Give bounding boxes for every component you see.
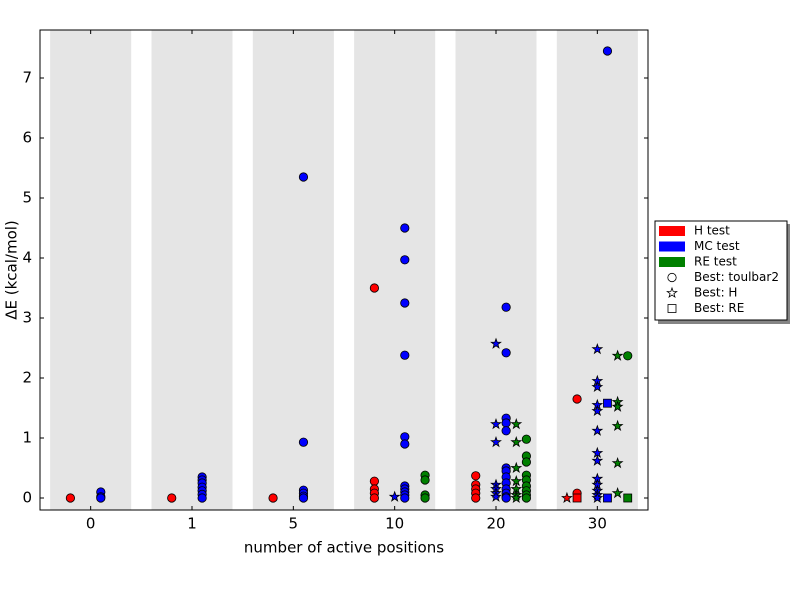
data-point [420, 493, 430, 503]
data-point [65, 493, 76, 503]
y-tick-label: 4 [22, 249, 32, 267]
data-point [510, 417, 523, 430]
data-point [501, 493, 511, 503]
data-point [471, 493, 481, 503]
data-point [400, 223, 410, 233]
data-point [591, 454, 604, 466]
y-tick-label: 3 [22, 309, 32, 327]
y-tick-label: 0 [22, 489, 32, 507]
data-point [623, 493, 633, 503]
data-point [572, 493, 582, 503]
data-point [603, 398, 612, 408]
legend-label: MC test [694, 239, 740, 253]
plot-area [50, 30, 638, 510]
x-tick-label: 0 [86, 515, 96, 533]
y-tick-label: 1 [22, 429, 32, 447]
data-point [369, 493, 379, 503]
data-point [369, 283, 379, 293]
data-point [623, 351, 633, 361]
category-band [354, 30, 436, 510]
data-point [298, 493, 309, 503]
y-tick-label: 5 [22, 189, 32, 207]
data-point [521, 493, 532, 503]
legend-box [654, 220, 788, 321]
data-point [501, 302, 511, 312]
data-point [510, 491, 523, 504]
data-point [167, 493, 177, 503]
data-point [611, 400, 624, 412]
data-point [400, 350, 410, 360]
data-point [96, 493, 106, 503]
data-point [197, 493, 207, 503]
data-point [591, 404, 604, 417]
data-point [400, 255, 410, 265]
category-band [252, 30, 334, 510]
data-point [591, 380, 604, 393]
x-tick-label: 5 [289, 515, 299, 533]
legend-label: H test [694, 224, 730, 238]
legend-marker [667, 304, 677, 313]
legend-label: Best: RE [694, 301, 744, 315]
data-point [471, 471, 481, 481]
axes-frame [39, 29, 649, 511]
x-tick-label: 1 [187, 515, 197, 533]
data-point [369, 476, 379, 486]
data-point [268, 493, 278, 503]
data-point [611, 349, 624, 361]
legend-label: Best: H [694, 286, 737, 300]
data-point [501, 348, 511, 358]
data-point [400, 493, 410, 503]
category-band [50, 30, 132, 510]
data-point [572, 394, 582, 404]
category-band [151, 30, 233, 510]
y-tick-label: 7 [22, 69, 32, 87]
data-point [298, 172, 309, 182]
data-point [561, 491, 573, 504]
y-axis-label: ΔE (kcal/mol) [3, 220, 21, 320]
x-axis-label: number of active positions [244, 539, 444, 557]
legend-swatch [659, 257, 685, 267]
data-point [591, 342, 604, 355]
data-point [400, 439, 410, 449]
data-point [591, 491, 604, 504]
data-point [388, 490, 401, 502]
data-point [501, 418, 511, 428]
y-tick-label: 6 [22, 129, 32, 147]
data-point [521, 434, 532, 444]
category-band [455, 30, 537, 510]
data-point [420, 475, 430, 485]
y-tick-label: 2 [22, 369, 32, 387]
data-point [611, 486, 624, 499]
data-point [611, 456, 624, 469]
data-point [510, 435, 523, 448]
data-point [591, 424, 604, 436]
data-point [490, 417, 502, 430]
legend-swatch [659, 241, 685, 252]
x-tick-label: 20 [486, 515, 505, 533]
x-tick-label: 10 [385, 515, 404, 533]
data-point [510, 461, 523, 474]
x-tick-label: 30 [588, 515, 607, 533]
data-point [298, 437, 309, 447]
legend-marker [666, 286, 678, 299]
legend-marker [667, 272, 677, 283]
data-point [490, 435, 502, 448]
data-point [602, 46, 613, 56]
legend-label: RE test [694, 255, 737, 269]
data-point [490, 337, 502, 349]
data-point [611, 419, 624, 432]
category-band [556, 30, 638, 510]
data-point [501, 426, 511, 436]
legend-label: Best: toulbar2 [694, 270, 779, 284]
data-point [400, 298, 410, 308]
data-point [490, 490, 502, 502]
data-point [603, 493, 612, 503]
legend-swatch [659, 226, 685, 236]
data-point [521, 457, 532, 467]
